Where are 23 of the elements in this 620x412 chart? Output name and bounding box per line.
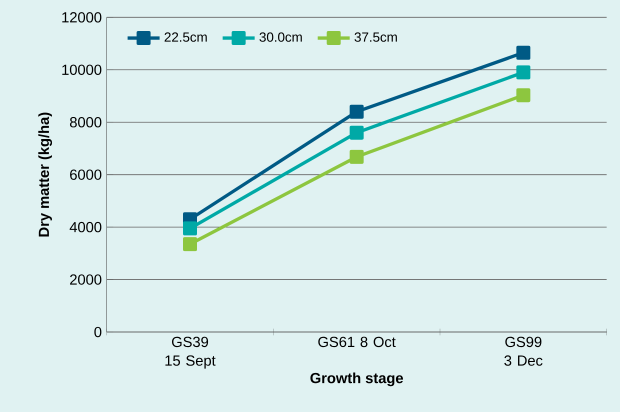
y-tick-label: 6000 [70, 169, 102, 180]
point [183, 237, 198, 252]
point [183, 221, 198, 236]
y-axis-title: Dry matter (kg/ha) [38, 112, 52, 236]
y-tick-label: 10000 [62, 64, 102, 75]
y-tick-label: 4000 [70, 222, 102, 232]
point [350, 104, 364, 119]
y-tick-label: 8000 [70, 117, 102, 128]
x-tick-label: GS39 15 Sept [165, 336, 216, 369]
legend-label: 30.0cm [259, 32, 302, 42]
legend-label: 37.5cm [354, 32, 397, 42]
point [350, 126, 364, 140]
point [516, 46, 530, 60]
y-tick-label: 12000 [62, 12, 102, 23]
legend-label: 22.5cm [164, 32, 207, 42]
x-tick-label: GS61 8 Oct [318, 336, 396, 348]
x-axis-title: Growth stage [310, 372, 404, 386]
point [516, 65, 530, 80]
x-tick-label: GS99 3 Dec [504, 336, 542, 366]
point [516, 88, 530, 102]
point [350, 150, 364, 164]
y-tick-label: 2000 [70, 274, 102, 285]
y-tick-label: 0 [94, 326, 102, 338]
